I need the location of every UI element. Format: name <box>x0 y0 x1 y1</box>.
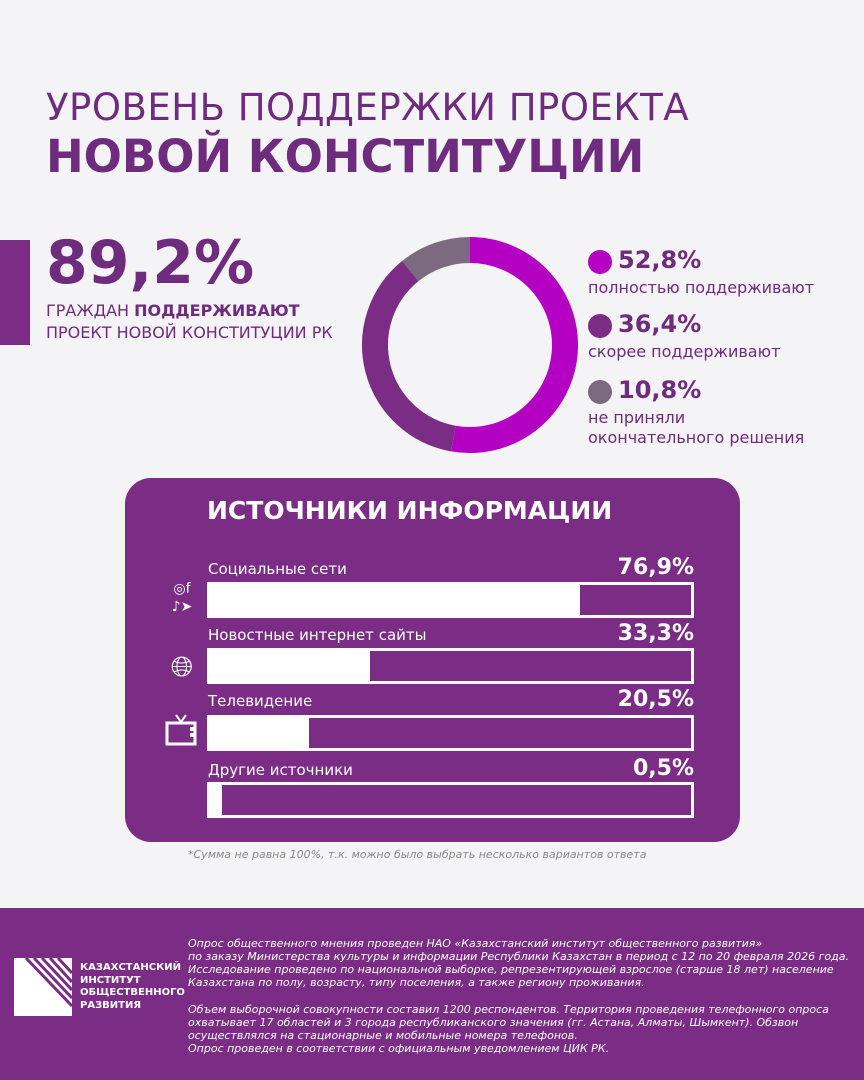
legend-label: скорее поддерживают <box>588 342 781 361</box>
bar-value: 0,5% <box>632 756 694 781</box>
logo-text-line: ИНСТИТУТ <box>80 974 141 986</box>
title-line-2: НОВОЙ КОНСТИТУЦИИ <box>46 130 645 183</box>
footer-text: Объем выборочной совокупности составил 1… <box>188 1003 829 1016</box>
legend-value: 52,8% <box>618 246 702 274</box>
bar-label: Телевидение <box>208 692 313 710</box>
bar-label: Другие источники <box>208 761 353 779</box>
institute-logo <box>14 958 72 1016</box>
footer-text: Опрос общественного мнения проведен НАО … <box>188 937 763 950</box>
footer-text: Казахстана по полу, возрасту, типу посел… <box>188 976 645 989</box>
bar-fill <box>210 651 371 681</box>
bar-fill <box>210 585 580 615</box>
bar-tv <box>207 715 694 751</box>
headline-subtitle-2: ПРОЕКТ НОВОЙ КОНСТИТУЦИИ РК <box>46 323 333 342</box>
bar-value: 20,5% <box>617 687 694 712</box>
legend-value: 36,4% <box>618 310 702 338</box>
bar-fill <box>210 718 309 748</box>
legend-label-line: окончательного решения <box>588 428 805 447</box>
title-line-1: УРОВЕНЬ ПОДДЕРЖКИ ПРОЕКТА <box>46 86 690 129</box>
legend-label: не приняли окончательного решения <box>588 408 804 448</box>
accent-bar <box>0 240 30 345</box>
globe-cursor-icon: 🌐︎ <box>170 650 194 683</box>
bar-label: Новостные интернет сайты <box>208 626 427 644</box>
footer-text: осуществлялся на стационарные и мобильны… <box>188 1029 578 1042</box>
subtitle-prefix: ГРАЖДАН <box>46 301 135 320</box>
tv-icon <box>165 714 197 746</box>
legend-dot <box>588 314 612 338</box>
footer-text: по заказу Министерства культуры и информ… <box>188 950 849 963</box>
headline-subtitle-1: ГРАЖДАН ПОДДЕРЖИВАЮТ <box>46 301 300 320</box>
institute-logo-text: КАЗАХСТАНСКИЙ ИНСТИТУТ ОБЩЕСТВЕННОГО РАЗ… <box>80 962 185 1012</box>
logo-text-line: ОБЩЕСТВЕННОГО <box>80 987 185 998</box>
logo-text-line: КАЗАХСТАНСКИЙ <box>80 962 181 973</box>
bar-fill <box>210 785 222 815</box>
donut-slice <box>402 237 471 282</box>
footer-text: Опрос проведен в соответствии с официаль… <box>188 1042 610 1055</box>
headline-value: 89,2% <box>46 228 255 298</box>
bar-value: 76,9% <box>617 555 694 580</box>
bar-news-sites <box>207 648 694 684</box>
legend-value: 10,8% <box>618 376 702 404</box>
footnote: *Сумма не равна 100%, т.к. можно было вы… <box>188 848 647 861</box>
footer <box>0 908 864 1080</box>
donut-slice <box>451 237 578 453</box>
donut-chart <box>362 237 578 453</box>
legend-dot <box>588 250 612 274</box>
bar-social <box>207 582 694 618</box>
logo-text-line: РАЗВИТИЯ <box>80 999 142 1011</box>
bar-other <box>207 782 694 818</box>
social-media-icons: ◎f ♪➤ <box>171 581 193 615</box>
legend-label-line: не приняли <box>588 408 686 427</box>
legend-label: полностью поддерживают <box>588 278 815 297</box>
sources-title: ИСТОЧНИКИ ИНФОРМАЦИИ <box>207 496 613 525</box>
footer-text: охватывает 17 областей и 3 города респуб… <box>188 1016 799 1029</box>
legend-dot <box>588 380 612 404</box>
subtitle-bold: ПОДДЕРЖИВАЮТ <box>134 301 300 320</box>
footer-text: Исследование проведено по национальной в… <box>188 963 834 976</box>
bar-value: 33,3% <box>617 621 694 646</box>
bar-label: Социальные сети <box>208 560 347 578</box>
donut-slice <box>362 260 456 452</box>
